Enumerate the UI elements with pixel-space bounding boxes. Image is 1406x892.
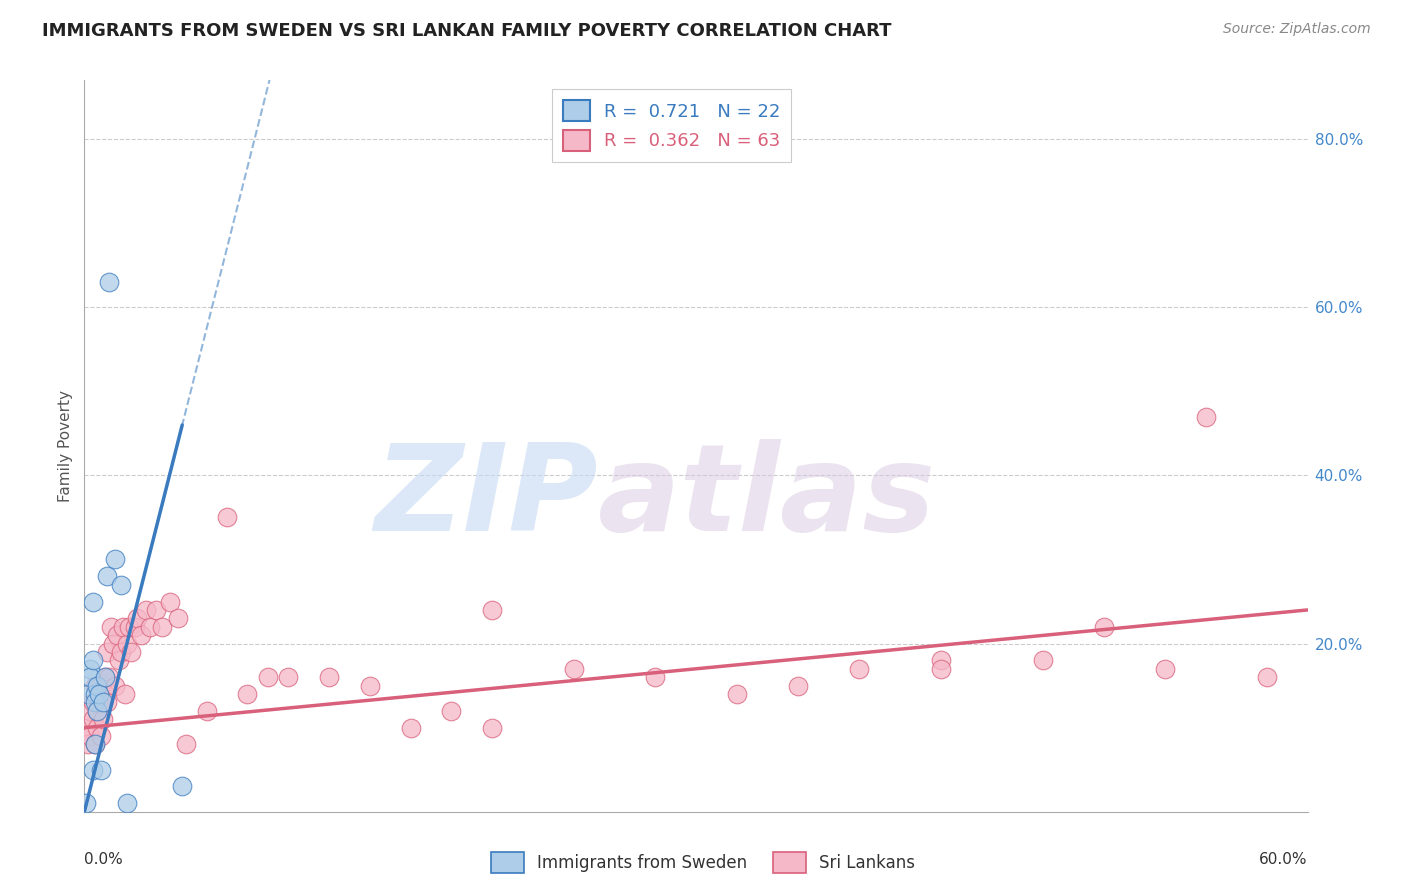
Point <box>440 704 463 718</box>
Text: IMMIGRANTS FROM SWEDEN VS SRI LANKAN FAMILY POVERTY CORRELATION CHART: IMMIGRANTS FROM SWEDEN VS SRI LANKAN FAM… <box>42 22 891 40</box>
Point <box>82 594 104 608</box>
Point <box>110 645 132 659</box>
Point <box>86 704 108 718</box>
Point <box>644 670 666 684</box>
Point <box>101 636 124 650</box>
Point <box>83 695 105 709</box>
Point <box>96 569 118 583</box>
Point <box>145 603 167 617</box>
Point <box>83 738 105 752</box>
Point <box>115 636 138 650</box>
Point <box>848 662 870 676</box>
Point <box>83 679 105 693</box>
Point <box>91 695 114 709</box>
Point <box>257 670 280 684</box>
Point <box>82 695 104 709</box>
Point <box>87 695 110 709</box>
Point <box>399 721 422 735</box>
Point <box>929 662 952 676</box>
Point <box>90 729 112 743</box>
Point <box>127 611 149 625</box>
Point <box>97 275 120 289</box>
Point <box>120 645 142 659</box>
Point <box>86 679 108 693</box>
Point <box>481 603 503 617</box>
Point <box>115 797 138 811</box>
Point <box>97 670 120 684</box>
Point <box>118 620 141 634</box>
Point <box>725 687 748 701</box>
Point <box>112 620 135 634</box>
Point <box>82 712 104 726</box>
Point <box>359 679 381 693</box>
Point <box>87 687 110 701</box>
Point <box>93 670 115 684</box>
Text: 0.0%: 0.0% <box>84 852 124 867</box>
Point <box>236 687 259 701</box>
Point <box>481 721 503 735</box>
Point <box>114 687 136 701</box>
Point <box>1154 662 1177 676</box>
Point <box>159 594 181 608</box>
Point <box>124 620 146 634</box>
Point <box>105 628 128 642</box>
Point <box>79 670 101 684</box>
Point <box>86 721 108 735</box>
Point <box>167 611 190 625</box>
Point <box>79 704 101 718</box>
Point <box>318 670 340 684</box>
Point <box>110 578 132 592</box>
Point <box>96 645 118 659</box>
Point <box>277 670 299 684</box>
Point <box>93 687 115 701</box>
Point <box>90 679 112 693</box>
Point <box>1256 670 1278 684</box>
Point <box>104 679 127 693</box>
Point <box>100 620 122 634</box>
Point <box>91 712 114 726</box>
Point <box>217 510 239 524</box>
Point <box>77 738 100 752</box>
Point <box>96 695 118 709</box>
Point <box>929 653 952 667</box>
Text: ZIP: ZIP <box>374 439 598 556</box>
Point <box>172 780 194 794</box>
Point <box>787 679 810 693</box>
Point <box>1032 653 1054 667</box>
Point <box>83 738 105 752</box>
Point <box>104 552 127 566</box>
Point <box>82 763 104 777</box>
Point <box>195 704 218 718</box>
Point <box>562 662 585 676</box>
Point <box>174 738 197 752</box>
Point <box>90 763 112 777</box>
Point <box>82 653 104 667</box>
Point <box>75 797 97 811</box>
Point <box>79 729 101 743</box>
Point <box>1195 409 1218 424</box>
Point <box>75 721 97 735</box>
Point <box>135 603 157 617</box>
Point <box>77 687 100 701</box>
Text: Source: ZipAtlas.com: Source: ZipAtlas.com <box>1223 22 1371 37</box>
Text: 60.0%: 60.0% <box>1260 852 1308 867</box>
Point <box>83 687 105 701</box>
Legend: Immigrants from Sweden, Sri Lankans: Immigrants from Sweden, Sri Lankans <box>484 846 922 880</box>
Text: atlas: atlas <box>598 439 936 556</box>
Point <box>150 620 173 634</box>
Point <box>79 662 101 676</box>
Y-axis label: Family Poverty: Family Poverty <box>58 390 73 502</box>
Point <box>93 670 115 684</box>
Point <box>86 704 108 718</box>
Point <box>138 620 160 634</box>
Point <box>1092 620 1115 634</box>
Point <box>108 653 131 667</box>
Point <box>131 628 153 642</box>
Legend: R =  0.721   N = 22, R =  0.362   N = 63: R = 0.721 N = 22, R = 0.362 N = 63 <box>551 89 792 161</box>
